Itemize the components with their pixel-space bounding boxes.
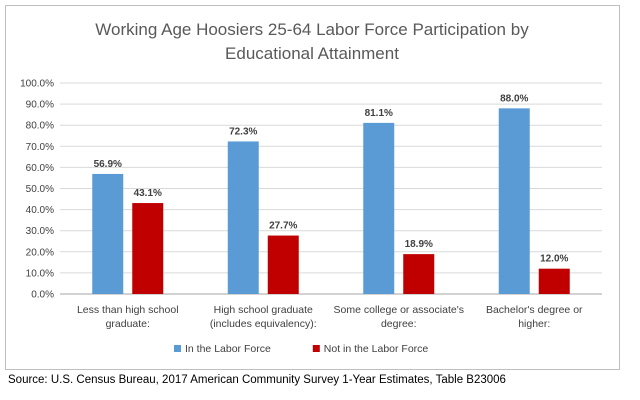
category-label: higher: [518,318,550,330]
bar [132,203,164,294]
bar [227,141,259,294]
data-label: 56.9% [94,159,122,170]
data-label: 43.1% [134,188,162,199]
data-label: 27.7% [269,221,297,232]
y-tick-label: 10.0% [26,268,54,279]
bar [92,173,124,294]
bar [538,268,570,294]
data-label: 81.1% [365,108,393,119]
legend-label: Not in the Labor Force [324,343,429,355]
y-tick-label: 90.0% [26,100,54,111]
y-tick-label: 70.0% [26,142,54,153]
category-label: Less than high school [77,304,179,316]
y-tick-label: 60.0% [26,163,54,174]
legend-label: In the Labor Force [185,343,271,355]
bar [403,254,435,294]
data-label: 88.0% [500,93,528,104]
bar [267,235,299,294]
data-label: 18.9% [405,239,433,250]
category-label: Bachelor's degree or [486,304,583,316]
y-tick-label: 30.0% [26,226,54,237]
category-label: graduate: [106,318,150,330]
y-tick-label: 50.0% [26,184,54,195]
y-tick-label: 40.0% [26,205,54,216]
bar [498,108,530,294]
category-label: (includes equivalency): [210,318,317,330]
chart-frame: Working Age Hoosiers 25-64 Labor Force P… [5,5,620,370]
y-tick-label: 20.0% [26,247,54,258]
legend-swatch [312,345,320,352]
data-label: 12.0% [540,254,568,265]
y-tick-label: 100.0% [20,79,54,90]
bar [363,122,395,294]
source-note: Source: U.S. Census Bureau, 2017 America… [8,374,506,386]
chart-title-line: Educational Attainment [225,44,399,63]
y-tick-label: 80.0% [26,121,54,132]
chart-title-line: Working Age Hoosiers 25-64 Labor Force P… [95,20,529,39]
category-label: High school graduate [214,304,313,316]
legend-swatch [174,345,181,352]
category-label: Some college or associate's [334,304,464,316]
bar-chart: Working Age Hoosiers 25-64 Labor Force P… [20,20,602,355]
y-tick-label: 0.0% [31,290,54,301]
data-label: 72.3% [229,126,257,137]
category-label: degree: [381,318,417,330]
